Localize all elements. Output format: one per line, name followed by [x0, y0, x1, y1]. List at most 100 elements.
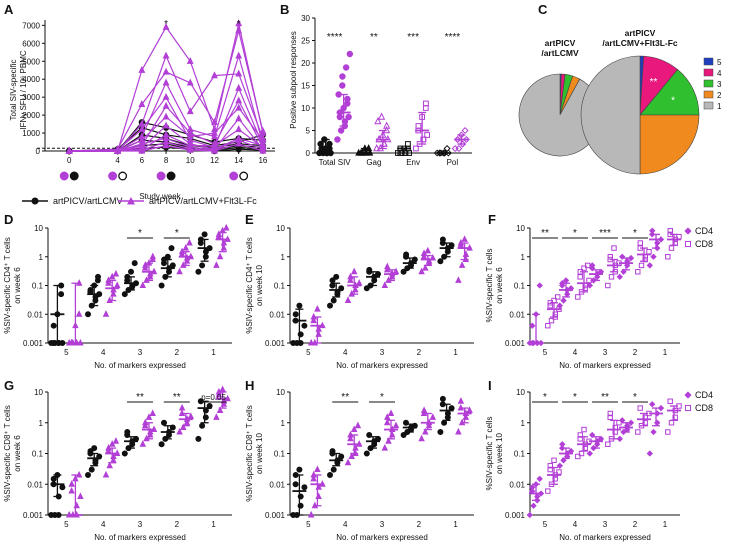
panel-d-purple-point — [176, 267, 183, 275]
panel-h-black-point — [301, 484, 308, 491]
panel-a-ytick-label: 3000 — [22, 93, 40, 102]
panel-f-ytick-label: 1 — [521, 253, 526, 262]
panel-d-purple-point — [223, 223, 230, 231]
panel-label-h: H — [245, 378, 254, 393]
panel-i-cd8-point — [642, 420, 648, 426]
panel-h-purple-point — [392, 421, 400, 429]
panel-b-purple-point — [374, 116, 382, 125]
panel-f-category-label: 3 — [603, 348, 608, 357]
panel-h-xlabel: No. of markers expressed — [336, 533, 428, 542]
panel-f-cd4-point — [589, 262, 596, 269]
panel-e-ytick-label: 0.001 — [265, 339, 286, 348]
panel-e-purple-point — [314, 305, 321, 312]
panel-a-xtick-label: 8 — [164, 156, 169, 165]
panel-d-purple-point — [186, 238, 193, 246]
panel-e-black-point — [292, 311, 299, 318]
panel-b-purple-point — [334, 136, 341, 143]
panel-d-black-point — [95, 273, 102, 280]
panel-i-category-label: 1 — [663, 520, 668, 529]
panel-a-ytick-label: 7000 — [22, 21, 40, 30]
panel-d-xlabel: No. of markers expressed — [94, 361, 186, 370]
panel-a-ytick-label: 4000 — [22, 75, 40, 84]
panel-e-black-point — [400, 268, 407, 275]
panel-e-ylabel-2: on week 10 — [255, 264, 264, 305]
panel-a-purple-point — [259, 126, 267, 134]
panel-f-cd8-point — [547, 302, 553, 309]
panel-f-xlabel: No. of markers expressed — [559, 361, 651, 370]
panel-a-immunization-dot — [156, 171, 166, 181]
panel-a-purple-point — [162, 78, 170, 86]
panel-b-purple-point — [451, 144, 459, 153]
panel-i-legend-marker-cd4 — [684, 391, 692, 399]
panel-i-significance: * — [633, 392, 637, 403]
panel-d-purple-point — [215, 230, 223, 237]
panel-i-ytick-label: 0.1 — [514, 450, 526, 459]
panel-a-black-point — [235, 146, 242, 153]
panel-g-black-point — [124, 429, 131, 436]
panel-b-purple-point — [342, 64, 350, 71]
panel-h-ylabel-2: on week 10 — [255, 432, 264, 473]
panel-f-cd8-point — [665, 254, 671, 260]
panel-i-cd4-point — [589, 431, 596, 439]
panel-a-ytick-label: 6000 — [22, 39, 40, 48]
panel-d-purple-point — [139, 281, 147, 288]
panel-f-cd8-point — [637, 240, 644, 246]
panel-h-significance: * — [380, 392, 384, 403]
panel-b-purple-point — [423, 100, 429, 107]
panel-i-xlabel: No. of markers expressed — [559, 533, 651, 542]
panel-d-purple-point — [182, 243, 190, 251]
panel-f-cd4-point — [586, 282, 593, 289]
pie-legend-swatch-4 — [703, 68, 714, 77]
panel-i-cd8-point — [607, 410, 614, 417]
panel-h-purple-point — [455, 427, 462, 435]
panel-e-category-label: 3 — [380, 348, 385, 357]
panel-i-cd8-point — [637, 405, 643, 411]
panel-f-cd8-point — [582, 285, 588, 291]
legend-label-series1: artPICV/artLCMV — [53, 196, 123, 206]
panel-f-cd8-point — [581, 265, 587, 271]
panel-f-cd8-point — [635, 269, 641, 275]
panel-h-ytick-label: 0.001 — [265, 511, 286, 520]
panel-g-category-label: 2 — [175, 520, 180, 529]
panel-g-purple-point — [149, 409, 156, 416]
panel-i-ytick-label: 0.01 — [509, 480, 525, 489]
panel-e-black-point — [330, 297, 337, 304]
panel-d-category-label: 5 — [64, 348, 69, 357]
panel-e-ytick-label: 1 — [281, 253, 286, 262]
panel-a-immunization-dot — [166, 171, 176, 181]
pie2-annotation: * — [671, 95, 675, 106]
panel-g-purple-point — [216, 406, 224, 413]
panel-h-ylabel-1: %SIV-specific CD8⁺ T cells — [245, 405, 254, 501]
panel-e-xlabel: No. of markers expressed — [336, 361, 428, 370]
panel-f-cd4-point — [556, 302, 563, 309]
pie-legend-swatch-2 — [703, 90, 714, 99]
panel-f-legend-cd4: CD4 — [695, 226, 713, 236]
panel-d-ytick-label: 10 — [34, 224, 43, 233]
panel-a-significance: * — [164, 19, 168, 30]
panel-d-category-label: 2 — [175, 348, 180, 357]
panel-h-ytick-label: 0.1 — [274, 450, 286, 459]
legend-marker-series1 — [31, 197, 39, 205]
panel-a-purple-line-9 — [69, 137, 264, 152]
panel-a-ytick-label: 2000 — [22, 111, 40, 120]
panel-i-cd4-point — [616, 435, 623, 442]
panel-e-purple-point — [458, 261, 466, 268]
panel-b-significance: **** — [445, 32, 461, 43]
panel-f-cd8-point — [646, 248, 652, 255]
panel-h-purple-point — [354, 421, 362, 429]
panel-i-ytick-label: 10 — [516, 388, 525, 397]
panel-h-purple-point — [310, 474, 317, 482]
panel-e-black-point — [437, 258, 444, 265]
panel-b-black-point — [326, 140, 333, 148]
panel-d-black-point — [85, 311, 92, 318]
panel-b-purple-point — [345, 113, 352, 121]
panel-a-black-line-1 — [69, 127, 264, 152]
panel-g-ytick-label: 0.1 — [32, 450, 44, 459]
panel-a-immunization-dot — [229, 171, 239, 181]
panel-i-ytick-label: 0.001 — [505, 511, 526, 520]
panel-a-immunization-dot — [239, 171, 249, 181]
panel-d-ylabel-1: %SIV-specific CD4⁺ T cells — [3, 237, 12, 333]
pie2-slice-2 — [639, 114, 700, 175]
panel-e-purple-point — [424, 246, 432, 254]
